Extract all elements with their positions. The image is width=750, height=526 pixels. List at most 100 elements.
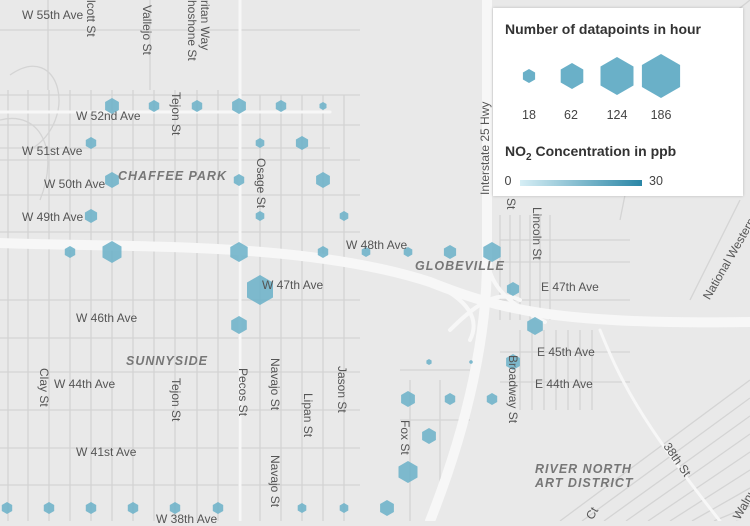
no-text: NO — [505, 143, 526, 159]
hexbin-cell[interactable] — [247, 275, 273, 305]
legend-panel: Number of datapoints in hour 18 62 124 1… — [493, 8, 743, 196]
subscript: 2 — [526, 151, 532, 163]
hexbin-cell[interactable] — [85, 137, 97, 149]
ramp-min-label: 0 — [504, 174, 512, 188]
hexbin-cell[interactable] — [105, 98, 119, 114]
hexbin-cell[interactable] — [191, 100, 203, 112]
hexbin-cell[interactable] — [426, 359, 432, 365]
hexbin-cell[interactable] — [380, 500, 394, 516]
hexbin-cell[interactable] — [230, 242, 248, 262]
hexbin-cell[interactable] — [469, 360, 473, 364]
street-label: Broadway St — [506, 355, 520, 424]
hexbin-cell[interactable] — [275, 100, 287, 112]
hexbin-cell[interactable] — [401, 391, 415, 407]
hexbin-cell[interactable] — [398, 461, 418, 483]
street-label: E 47th Ave — [541, 280, 599, 294]
hexbin-cell[interactable] — [486, 393, 498, 405]
street-label: Interstate 25 Hwy — [478, 101, 492, 195]
street-label: W 47th Ave — [262, 278, 324, 292]
street-label: Clay St — [37, 368, 51, 407]
size-legend-hex — [560, 63, 584, 89]
hexbin-cell[interactable] — [339, 503, 349, 513]
hexbin-cell[interactable] — [148, 100, 160, 112]
street-label: Vallejo St — [140, 5, 154, 55]
hexbin-cell[interactable] — [403, 247, 413, 257]
street-label: W 52nd Ave — [76, 109, 141, 123]
street-label: Lincoln St — [530, 207, 544, 260]
hexbin-cell[interactable] — [102, 241, 122, 263]
hexbin-cell[interactable] — [231, 316, 247, 334]
hexbin-cell[interactable] — [319, 102, 327, 110]
street-label: W 46th Ave — [76, 311, 138, 325]
hexbin-cell[interactable] — [64, 246, 76, 258]
street-label: W 48th Ave — [346, 238, 408, 252]
street-label: E 44th Ave — [535, 377, 593, 391]
size-legend-hex — [522, 69, 536, 83]
hexbin-cell[interactable] — [483, 242, 501, 262]
hexbin-cell[interactable] — [339, 211, 349, 221]
size-legend-value: 124 — [606, 108, 628, 122]
street-label: ritan Way — [198, 0, 212, 51]
size-legend-hex — [600, 57, 634, 95]
hexbin-cell[interactable] — [316, 172, 330, 188]
street-label: W 49th Ave — [22, 210, 84, 224]
size-legend-value: 186 — [650, 108, 672, 122]
hexbin-cell[interactable] — [85, 502, 97, 514]
ramp-max-label: 30 — [649, 174, 663, 188]
hexbin-cell[interactable] — [317, 246, 329, 258]
street-label: Navajo St — [268, 358, 282, 411]
street-label: Pecos St — [236, 368, 250, 417]
hexbin-cell[interactable] — [84, 209, 98, 223]
hexbin-cell[interactable] — [255, 211, 265, 221]
hexbin-cell[interactable] — [422, 428, 436, 444]
size-legend-value: 62 — [564, 108, 578, 122]
hexbin-cell[interactable] — [255, 138, 265, 148]
street-label: E 45th Ave — [537, 345, 595, 359]
title-suffix: Concentration in ppb — [531, 143, 677, 159]
hexbin-layer — [1, 98, 543, 516]
hexbin-cell[interactable] — [1, 502, 13, 514]
street-label: W 41st Ave — [76, 445, 137, 459]
hexbin-cell[interactable] — [233, 174, 245, 186]
size-legend-value: 18 — [522, 108, 536, 122]
hexbin-cell[interactable] — [169, 502, 181, 514]
size-legend-hex — [641, 54, 681, 98]
hexbin-cell[interactable] — [212, 502, 224, 514]
street-label: Navajo St — [268, 455, 282, 508]
hexbin-cell[interactable] — [43, 502, 55, 514]
hexbin-cell[interactable] — [361, 247, 371, 257]
hexbin-cell[interactable] — [297, 503, 307, 513]
street-label: W 50th Ave — [44, 177, 106, 191]
street-label: St — [504, 198, 518, 210]
hexbin-cell[interactable] — [506, 282, 520, 296]
street-label: W 55th Ave — [22, 8, 84, 22]
hexbin-cell[interactable] — [127, 502, 139, 514]
hexbin-cell[interactable] — [295, 136, 309, 150]
neighborhood-label: RIVER NORTH — [535, 462, 632, 476]
hexbin-cell[interactable] — [443, 245, 457, 259]
street-label: hoshone St — [185, 0, 199, 61]
color-ramp — [520, 180, 642, 186]
street-label: W 44th Ave — [54, 377, 116, 391]
hexbin-cell[interactable] — [506, 354, 520, 370]
neighborhood-label: SUNNYSIDE — [126, 354, 208, 368]
street-label: W 51st Ave — [22, 144, 83, 158]
hexbin-cell[interactable] — [527, 317, 543, 335]
neighborhood-label: ART DISTRICT — [535, 476, 634, 490]
street-label: Tejon St — [169, 378, 183, 422]
size-legend-title: Number of datapoints in hour — [505, 21, 701, 37]
neighborhood-label: CHAFFEE PARK — [118, 169, 227, 183]
neighborhood-label: GLOBEVILLE — [415, 259, 505, 273]
street-label: Jason St — [335, 366, 349, 413]
hexbin-cell[interactable] — [444, 393, 456, 405]
hexbin-cell[interactable] — [105, 172, 119, 188]
color-legend-title: NO2 Concentration in ppb — [505, 143, 676, 163]
street-label: Lipan St — [301, 393, 315, 438]
street-label: Osage St — [254, 158, 268, 209]
hexbin-cell[interactable] — [232, 98, 246, 114]
street-label: W 38th Ave — [156, 512, 218, 526]
size-legend-hexes — [522, 54, 681, 98]
street-label: lcott St — [84, 0, 98, 37]
street-label: Fox St — [398, 420, 412, 455]
street-label: Tejon St — [169, 92, 183, 136]
